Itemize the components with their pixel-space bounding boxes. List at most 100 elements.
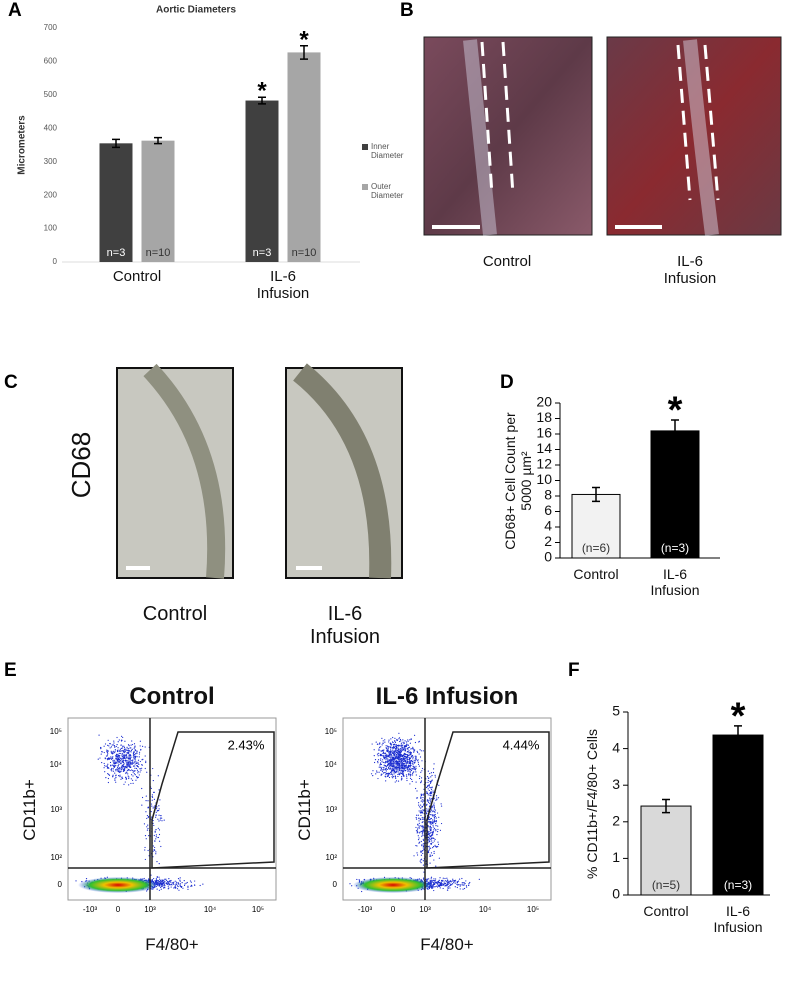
event-dot bbox=[111, 769, 112, 770]
event-dot bbox=[117, 750, 118, 751]
event-dot bbox=[380, 750, 381, 751]
event-dot bbox=[391, 744, 392, 745]
event-dot bbox=[409, 783, 410, 784]
event-dot bbox=[410, 774, 411, 775]
event-dot bbox=[429, 793, 430, 794]
event-dot bbox=[456, 884, 457, 885]
event-dot bbox=[136, 768, 137, 769]
x-tick-label: 10⁵ bbox=[527, 905, 539, 914]
event-dot bbox=[428, 808, 429, 809]
event-dot bbox=[395, 768, 396, 769]
event-dot bbox=[156, 861, 157, 862]
event-dot bbox=[392, 757, 393, 758]
event-dot bbox=[422, 850, 423, 851]
y-tick-label: 10² bbox=[325, 853, 337, 862]
event-dot bbox=[433, 763, 434, 764]
event-dot bbox=[433, 884, 434, 885]
event-dot bbox=[130, 744, 131, 745]
event-dot bbox=[404, 749, 405, 750]
event-dot bbox=[427, 793, 428, 794]
event-dot bbox=[396, 751, 397, 752]
event-dot bbox=[381, 769, 382, 770]
event-dot bbox=[403, 767, 404, 768]
event-dot bbox=[392, 751, 393, 752]
density-core bbox=[353, 877, 433, 893]
event-dot bbox=[388, 752, 389, 753]
event-dot bbox=[433, 878, 434, 879]
event-dot bbox=[405, 767, 406, 768]
event-dot bbox=[112, 744, 113, 745]
event-dot bbox=[396, 747, 397, 748]
event-dot bbox=[382, 753, 383, 754]
event-dot bbox=[385, 759, 386, 760]
event-dot bbox=[430, 828, 431, 829]
event-dot bbox=[431, 840, 432, 841]
event-dot bbox=[406, 743, 407, 744]
event-dot bbox=[395, 746, 396, 747]
event-dot bbox=[460, 884, 461, 885]
event-dot bbox=[422, 809, 423, 810]
event-dot bbox=[393, 776, 394, 777]
event-dot bbox=[163, 880, 164, 881]
event-dot bbox=[136, 751, 137, 752]
event-dot bbox=[418, 764, 419, 765]
event-dot bbox=[420, 756, 421, 757]
event-dot bbox=[114, 760, 115, 761]
event-dot bbox=[382, 771, 383, 772]
event-dot bbox=[418, 835, 419, 836]
event-dot bbox=[393, 761, 394, 762]
event-dot bbox=[406, 780, 407, 781]
event-dot bbox=[105, 777, 106, 778]
event-dot bbox=[403, 759, 404, 760]
event-dot bbox=[376, 772, 377, 773]
event-dot bbox=[147, 829, 148, 830]
event-dot bbox=[385, 765, 386, 766]
x-tick-label: Control bbox=[102, 268, 172, 285]
event-dot bbox=[431, 837, 432, 838]
event-dot bbox=[405, 765, 406, 766]
event-dot bbox=[448, 881, 449, 882]
event-dot bbox=[390, 772, 391, 773]
event-dot bbox=[403, 771, 404, 772]
y-tick-label: 0 bbox=[58, 880, 63, 889]
event-dot bbox=[418, 741, 419, 742]
event-dot bbox=[420, 819, 421, 820]
event-dot bbox=[123, 784, 124, 785]
event-dot bbox=[158, 805, 159, 806]
event-dot bbox=[459, 879, 460, 880]
event-dot bbox=[406, 763, 407, 764]
significance-marker: * bbox=[668, 389, 683, 431]
event-dot bbox=[407, 744, 408, 745]
event-dot bbox=[381, 774, 382, 775]
event-dot bbox=[130, 762, 131, 763]
event-dot bbox=[156, 880, 157, 881]
event-dot bbox=[395, 742, 396, 743]
event-dot bbox=[422, 801, 423, 802]
y-tick-label: 200 bbox=[44, 190, 58, 199]
event-dot bbox=[391, 776, 392, 777]
event-dot bbox=[428, 780, 429, 781]
event-dot bbox=[119, 775, 120, 776]
event-dot bbox=[142, 797, 143, 798]
event-dot bbox=[397, 750, 398, 751]
event-dot bbox=[429, 863, 430, 864]
event-dot bbox=[401, 758, 402, 759]
event-dot bbox=[126, 752, 127, 753]
event-dot bbox=[429, 785, 430, 786]
event-dot bbox=[130, 767, 131, 768]
event-dot bbox=[136, 776, 137, 777]
event-dot bbox=[107, 773, 108, 774]
event-dot bbox=[159, 841, 160, 842]
event-dot bbox=[436, 886, 437, 887]
event-dot bbox=[414, 735, 415, 736]
event-dot bbox=[400, 739, 401, 740]
event-dot bbox=[396, 765, 397, 766]
event-dot bbox=[401, 762, 402, 763]
event-dot bbox=[437, 841, 438, 842]
event-dot bbox=[157, 810, 158, 811]
event-dot bbox=[128, 762, 129, 763]
event-dot bbox=[140, 768, 141, 769]
event-dot bbox=[380, 760, 381, 761]
event-dot bbox=[392, 753, 393, 754]
event-dot bbox=[422, 817, 423, 818]
